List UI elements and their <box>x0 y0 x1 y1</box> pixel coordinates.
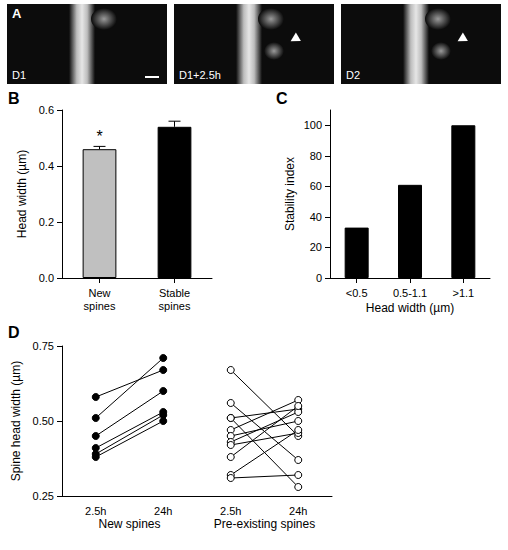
svg-text:Spine head width (µm): Spine head width (µm) <box>9 361 23 481</box>
html-text:D1: D1 <box>12 69 27 81</box>
svg-text:60: 60 <box>310 180 322 192</box>
svg-text:<0.5: <0.5 <box>346 287 368 299</box>
html-text:D1+2.5h: D1+2.5h <box>179 69 221 81</box>
svg-text:0.2: 0.2 <box>39 216 54 228</box>
svg-text:2.5h: 2.5h <box>85 505 106 517</box>
html-text:A: A <box>12 6 22 21</box>
svg-text:>1.1: >1.1 <box>452 287 474 299</box>
svg-text:0.75: 0.75 <box>33 340 54 352</box>
svg-text:100: 100 <box>304 119 322 131</box>
svg-text:*: * <box>96 128 102 145</box>
svg-text:0.6: 0.6 <box>39 104 54 116</box>
svg-text:40: 40 <box>310 211 322 223</box>
svg-text:Head width (µm): Head width (µm) <box>15 150 29 238</box>
svg-text:0.25: 0.25 <box>33 490 54 502</box>
svg-text:B: B <box>8 90 20 107</box>
svg-text:24h: 24h <box>289 505 307 517</box>
svg-text:0.0: 0.0 <box>39 272 54 284</box>
svg-text:C: C <box>276 90 288 107</box>
svg-text:Stability index: Stability index <box>283 157 297 231</box>
svg-text:New spines: New spines <box>98 517 160 531</box>
svg-text:80: 80 <box>310 150 322 162</box>
svg-text:0.5-1.1: 0.5-1.1 <box>393 287 427 299</box>
svg-text:0.4: 0.4 <box>39 160 54 172</box>
svg-text:20: 20 <box>310 241 322 253</box>
svg-text:D: D <box>8 324 20 341</box>
html-text:D2: D2 <box>346 69 361 81</box>
svg-text:spines: spines <box>159 300 191 312</box>
svg-text:Pre-existing spines: Pre-existing spines <box>214 517 315 531</box>
svg-text:24h: 24h <box>154 505 172 517</box>
svg-text:2.5h: 2.5h <box>220 505 241 517</box>
svg-text:spines: spines <box>84 300 116 312</box>
svg-text:Head width (µm): Head width (µm) <box>366 301 454 315</box>
svg-text:New: New <box>88 287 110 299</box>
svg-text:Stable: Stable <box>159 287 190 299</box>
svg-text:0.50: 0.50 <box>33 415 54 427</box>
svg-text:0: 0 <box>316 272 322 284</box>
